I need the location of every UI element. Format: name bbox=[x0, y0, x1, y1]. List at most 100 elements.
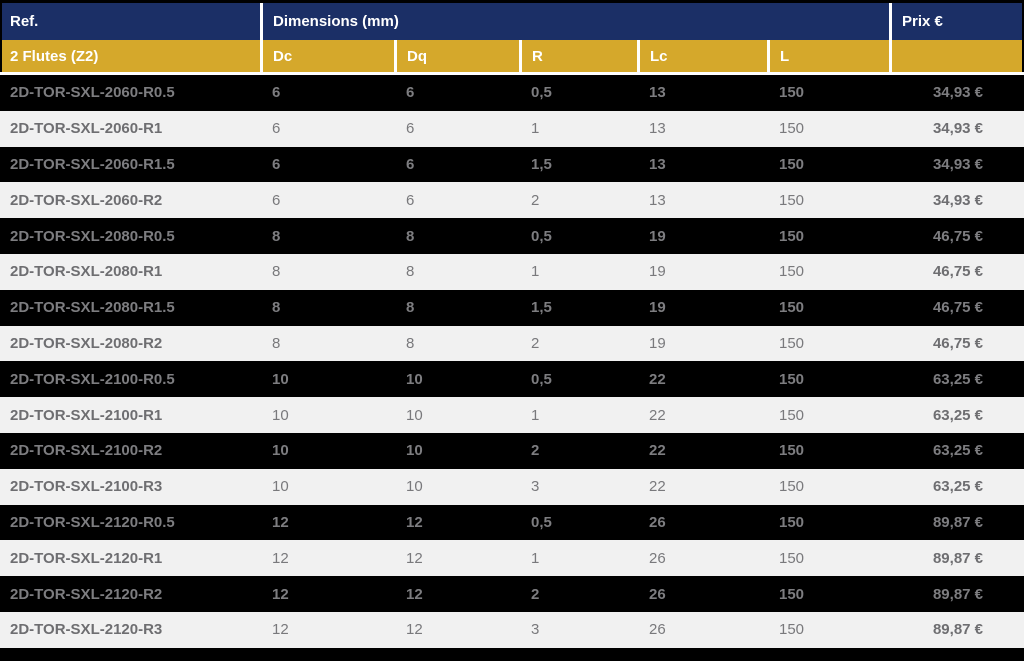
row-cell-prix: 34,93 € bbox=[932, 191, 984, 209]
row-cell-r: 3 bbox=[531, 621, 540, 639]
row-cell-dc: 12 bbox=[272, 549, 289, 567]
table-row: 2D-TOR-SXL-2060-R0.5 6 6 0,5 13 150 34,93 € bbox=[0, 75, 1024, 111]
table-row: 2D-TOR-SXL-2120-R1 12 12 1 26 150 89,87 € bbox=[0, 540, 1024, 577]
row-cell-l: 150 bbox=[779, 406, 805, 424]
row-cell-dc: 6 bbox=[272, 84, 281, 102]
row-cell-ref: 2D-TOR-SXL-2080-R0.5 bbox=[10, 227, 175, 245]
table-row: 2D-TOR-SXL-2100-R0.5 10 10 0,5 22 150 63,25 € bbox=[0, 361, 1024, 398]
row-cell-lc: 19 bbox=[649, 334, 666, 352]
row-cell-prix: 89,87 € bbox=[932, 513, 984, 531]
row-cell-r: 2 bbox=[531, 442, 540, 460]
row-cell-prix: 34,93 € bbox=[932, 155, 984, 173]
header-body-divider bbox=[0, 72, 1024, 75]
row-cell-dc: 12 bbox=[272, 621, 289, 639]
row-cell-ref: 2D-TOR-SXL-2060-R1.5 bbox=[10, 155, 175, 173]
subheader-prix-spacer bbox=[892, 40, 1024, 72]
table-row: 2D-TOR-SXL-2080-R1 8 8 1 19 150 46,75 € bbox=[0, 253, 1024, 290]
row-cell-r: 1,5 bbox=[531, 155, 552, 173]
row-cell-r: 0,5 bbox=[531, 227, 552, 245]
row-cell-ref: 2D-TOR-SXL-2080-R1.5 bbox=[10, 299, 175, 317]
row-cell-l: 150 bbox=[779, 334, 805, 352]
table-row: 2D-TOR-SXL-2100-R3 10 10 3 22 150 63,25 € bbox=[0, 468, 1024, 505]
header-prix: Prix € bbox=[902, 13, 943, 30]
row-cell-dq: 6 bbox=[406, 120, 415, 138]
row-cell-dc: 12 bbox=[272, 513, 289, 531]
table-row: 2D-TOR-SXL-2080-R1.5 8 8 1,5 19 150 46,75 € bbox=[0, 289, 1024, 326]
row-cell-ref: 2D-TOR-SXL-2100-R0.5 bbox=[10, 370, 175, 388]
table-bottom-border bbox=[0, 647, 1024, 661]
row-cell-prix: 46,75 € bbox=[932, 334, 984, 352]
row-cell-lc: 13 bbox=[649, 84, 666, 102]
header-dimensions: Dimensions (mm) bbox=[263, 3, 892, 40]
row-cell-dq: 6 bbox=[406, 155, 415, 173]
row-cell-ref: 2D-TOR-SXL-2100-R3 bbox=[10, 478, 163, 496]
row-cell-dq: 10 bbox=[406, 478, 423, 496]
row-cell-dq: 8 bbox=[406, 334, 415, 352]
table-row: 2D-TOR-SXL-2100-R2 10 10 2 22 150 63,25 € bbox=[0, 432, 1024, 469]
subheader-l: L bbox=[770, 40, 892, 72]
row-cell-dc: 10 bbox=[272, 442, 289, 460]
row-cell-l: 150 bbox=[779, 191, 805, 209]
table-header-row: Ref. Dimensions (mm) Prix € bbox=[0, 3, 1024, 40]
row-cell-r: 0,5 bbox=[531, 84, 552, 102]
row-cell-lc: 26 bbox=[649, 549, 666, 567]
row-cell-ref: 2D-TOR-SXL-2120-R2 bbox=[10, 585, 163, 603]
row-cell-lc: 26 bbox=[649, 585, 666, 603]
row-cell-dq: 8 bbox=[406, 227, 415, 245]
row-cell-prix: 46,75 € bbox=[932, 227, 984, 245]
row-cell-l: 150 bbox=[779, 263, 805, 281]
row-cell-ref: 2D-TOR-SXL-2060-R0.5 bbox=[10, 84, 175, 102]
row-cell-r: 3 bbox=[531, 478, 540, 496]
row-cell-ref: 2D-TOR-SXL-2100-R1 bbox=[10, 406, 163, 424]
row-cell-dq: 8 bbox=[406, 263, 415, 281]
table-top-border bbox=[0, 0, 1024, 3]
table-row: 2D-TOR-SXL-2080-R2 8 8 2 19 150 46,75 € bbox=[0, 325, 1024, 362]
row-cell-lc: 13 bbox=[649, 155, 666, 173]
row-cell-prix: 63,25 € bbox=[932, 370, 984, 388]
row-cell-ref: 2D-TOR-SXL-2120-R1 bbox=[10, 549, 163, 567]
row-cell-lc: 19 bbox=[649, 299, 666, 317]
subheader-dq: Dq bbox=[397, 40, 522, 72]
row-cell-ref: 2D-TOR-SXL-2100-R2 bbox=[10, 442, 163, 460]
row-cell-ref: 2D-TOR-SXL-2120-R3 bbox=[10, 621, 163, 639]
row-cell-r: 1 bbox=[531, 263, 540, 281]
row-cell-r: 1 bbox=[531, 406, 540, 424]
table-row: 2D-TOR-SXL-2120-R2 12 12 2 26 150 89,87 € bbox=[0, 576, 1024, 612]
row-cell-prix: 34,93 € bbox=[932, 120, 984, 138]
row-cell-l: 150 bbox=[779, 84, 805, 102]
row-cell-lc: 19 bbox=[649, 263, 666, 281]
table-row: 2D-TOR-SXL-2120-R0.5 12 12 0,5 26 150 89,87 € bbox=[0, 504, 1024, 541]
row-cell-dc: 8 bbox=[272, 263, 281, 281]
row-cell-prix: 89,87 € bbox=[932, 549, 984, 567]
row-cell-r: 0,5 bbox=[531, 513, 552, 531]
table-row: 2D-TOR-SXL-2060-R2 6 6 2 13 150 34,93 € bbox=[0, 182, 1024, 219]
row-cell-dq: 6 bbox=[406, 84, 415, 102]
row-cell-dc: 12 bbox=[272, 585, 289, 603]
row-cell-lc: 22 bbox=[649, 370, 666, 388]
row-cell-r: 1,5 bbox=[531, 299, 552, 317]
row-cell-prix: 46,75 € bbox=[932, 299, 984, 317]
row-cell-dc: 6 bbox=[272, 120, 281, 138]
table-row: 2D-TOR-SXL-2060-R1.5 6 6 1,5 13 150 34,93 € bbox=[0, 146, 1024, 183]
subheader-r: R bbox=[522, 40, 640, 72]
row-cell-r: 2 bbox=[531, 585, 540, 603]
row-cell-l: 150 bbox=[779, 549, 805, 567]
row-cell-dc: 8 bbox=[272, 334, 281, 352]
row-cell-dq: 6 bbox=[406, 191, 415, 209]
row-cell-l: 150 bbox=[779, 513, 805, 531]
row-cell-dc: 10 bbox=[272, 478, 289, 496]
row-cell-dq: 10 bbox=[406, 370, 423, 388]
row-cell-lc: 19 bbox=[649, 227, 666, 245]
row-cell-l: 150 bbox=[779, 227, 805, 245]
row-cell-r: 0,5 bbox=[531, 370, 552, 388]
row-cell-prix: 46,75 € bbox=[932, 263, 984, 281]
row-cell-dc: 10 bbox=[272, 370, 289, 388]
row-cell-l: 150 bbox=[779, 621, 805, 639]
table-row: 2D-TOR-SXL-2100-R1 10 10 1 22 150 63,25 € bbox=[0, 397, 1024, 433]
row-cell-lc: 22 bbox=[649, 442, 666, 460]
row-cell-dq: 12 bbox=[406, 513, 423, 531]
row-cell-prix: 63,25 € bbox=[932, 442, 984, 460]
row-cell-lc: 13 bbox=[649, 191, 666, 209]
row-cell-prix: 89,87 € bbox=[932, 585, 984, 603]
